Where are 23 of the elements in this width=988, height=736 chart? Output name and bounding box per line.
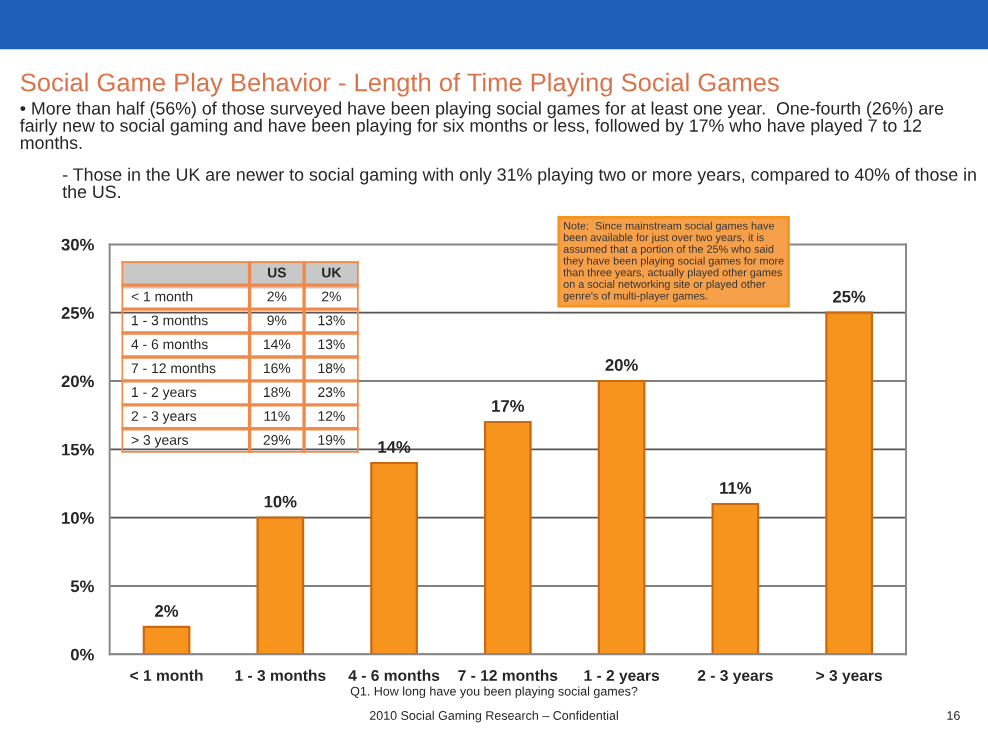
y-tick-label: 15% — [62, 443, 94, 456]
data-label: 17% — [492, 400, 525, 412]
text: - Those in the UK are newer to social gaming with only 31% playing two or more years, compared to 40% of those in the US. — [62, 167, 976, 199]
data-label: 11% — [720, 482, 752, 494]
bar — [711, 502, 760, 655]
data-label: 25% — [833, 290, 866, 303]
bar — [825, 311, 873, 655]
chart-subtitle: • More than half (56%) of those surveyed have been playing social games for at least one year. One-fourth (26%) are fairly new to social gaming and have been playing for six months or less, followed by 17% who have played 7 to 12 months. — [20, 101, 944, 150]
data-label: 2% — [155, 605, 179, 617]
y-tick-label: 30% — [61, 238, 94, 251]
y-tick-label: 5% — [70, 580, 94, 593]
bar — [370, 461, 418, 655]
y-tick-label: 10% — [62, 512, 94, 524]
data-label: 10% — [264, 495, 297, 508]
y-tick-label: 20% — [61, 375, 94, 388]
bar — [142, 625, 191, 655]
y-tick-label: 0% — [70, 648, 94, 661]
y-tick-label: 25% — [61, 307, 94, 319]
chart-title: Social Game Play Behavior - Length of Time Playing Social Games — [20, 72, 779, 97]
data-label: 20% — [605, 359, 638, 371]
bar — [597, 379, 646, 655]
bar — [483, 420, 532, 655]
bar — [256, 516, 305, 655]
